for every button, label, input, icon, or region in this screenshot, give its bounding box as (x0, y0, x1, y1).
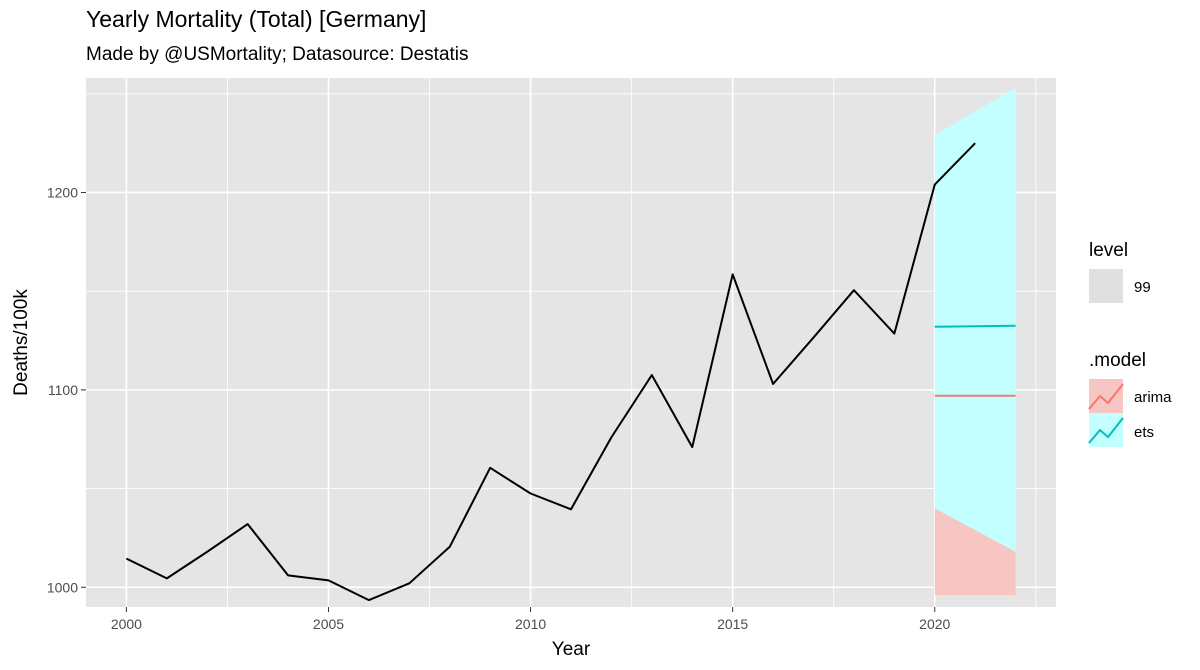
legend: level 99 .model arima ets (1088, 240, 1172, 447)
x-axis-title: Year (552, 639, 591, 660)
plot-panel (86, 78, 1056, 607)
axis-ticks (81, 191, 936, 612)
legend-level-label: 99 (1134, 279, 1151, 296)
legend-ets-label: ets (1134, 424, 1154, 441)
x-tick-label: 2010 (515, 616, 546, 632)
y-tick-label: 1000 (47, 579, 78, 595)
ets-key-swatch (1089, 413, 1123, 447)
ets-series-line (934, 324, 1016, 328)
series-lines (125, 142, 1016, 602)
chart-title: Yearly Mortality (Total) [Germany] (86, 6, 427, 32)
x-tick-label: 2000 (111, 616, 142, 632)
legend-model-title: .model (1089, 350, 1146, 371)
arima-interval-band (934, 508, 1016, 596)
x-tick-label: 2015 (717, 616, 748, 632)
legend-level-title: level (1089, 240, 1128, 261)
legend-arima-key (1088, 379, 1124, 413)
ets-interval-band (934, 87, 1016, 552)
y-tick-label: 1200 (47, 184, 78, 200)
arima-key-line (1088, 383, 1124, 410)
grid-minor (86, 78, 1056, 607)
ets-key-line (1088, 417, 1124, 444)
legend-arima-label: arima (1134, 389, 1172, 406)
forecast-intervals (934, 87, 1016, 596)
y-tick-label: 1100 (48, 382, 78, 398)
x-tick-label: 2020 (919, 616, 950, 632)
tick-labels: 2000 2005 2010 2015 2020 1000 1100 1200 (47, 184, 951, 632)
observed-series-line (125, 142, 976, 602)
chart-subtitle: Made by @USMortality; Datasource: Destat… (86, 44, 469, 65)
y-axis-title: Deaths/100k (11, 289, 32, 396)
x-tick-label: 2005 (313, 616, 344, 632)
legend-ets-key (1088, 413, 1124, 447)
legend-level-key (1089, 269, 1123, 303)
arima-key-swatch (1089, 379, 1123, 413)
